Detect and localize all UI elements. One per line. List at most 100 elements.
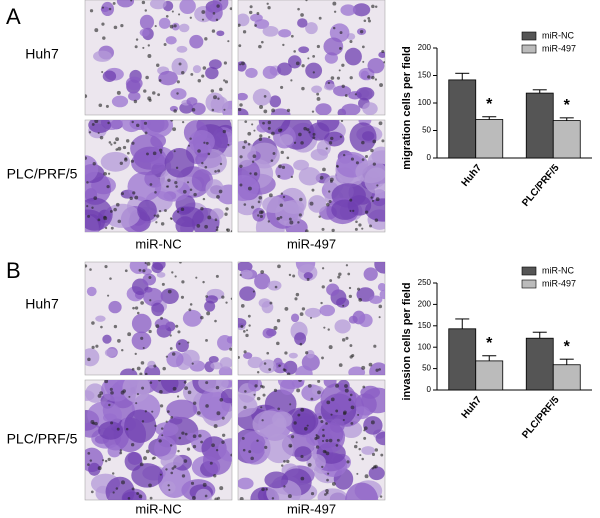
pore [297, 221, 300, 224]
pore [174, 181, 178, 185]
pore [210, 89, 215, 93]
pore [140, 301, 144, 305]
pore [358, 298, 363, 302]
pore [375, 368, 379, 372]
pore [214, 170, 217, 173]
pore [143, 121, 148, 125]
cells [85, 380, 232, 500]
cell [95, 315, 106, 322]
pore [91, 206, 94, 209]
pore [190, 72, 194, 76]
pore [267, 120, 272, 125]
pore [378, 316, 381, 319]
pore [371, 4, 375, 9]
pore [154, 424, 157, 428]
pore [370, 420, 375, 425]
pore [223, 108, 226, 111]
pore [247, 314, 251, 318]
pore [158, 148, 163, 152]
pore [259, 214, 263, 219]
pore [227, 143, 230, 146]
pore [87, 451, 91, 455]
pore [286, 459, 290, 464]
pore [202, 66, 207, 70]
pore [169, 24, 174, 29]
pore [148, 98, 152, 102]
pore [101, 22, 105, 26]
pore [306, 424, 309, 427]
pore [320, 420, 324, 424]
cell [160, 380, 187, 394]
pore [289, 445, 292, 448]
pore [359, 29, 364, 34]
pore [279, 215, 283, 219]
pore [325, 147, 328, 150]
cell [252, 410, 287, 438]
pore [325, 439, 329, 443]
pore [321, 356, 324, 360]
cell [85, 155, 99, 183]
pore [283, 368, 287, 372]
pore [181, 431, 185, 435]
pore [374, 78, 378, 81]
pore [113, 207, 117, 212]
pore [139, 372, 143, 375]
pore [372, 162, 376, 166]
pore [307, 462, 312, 467]
cell [340, 4, 356, 16]
pore [217, 169, 221, 173]
cell [364, 167, 385, 194]
pore [165, 355, 168, 358]
cell [264, 433, 294, 464]
pore [249, 5, 253, 9]
pore [175, 166, 179, 170]
pore [329, 179, 333, 183]
cell [278, 29, 292, 38]
cell [160, 454, 184, 469]
pore [238, 23, 241, 27]
pore [371, 199, 375, 202]
pore [158, 209, 162, 213]
pore [240, 304, 245, 308]
pore [107, 172, 111, 175]
x-tick-label: Huh7 [460, 394, 485, 421]
legend-label: miR-NC [542, 30, 574, 40]
pore [342, 304, 345, 307]
pore [138, 494, 143, 499]
pore [316, 44, 320, 49]
pore [106, 184, 110, 189]
pore [355, 441, 358, 444]
pore [198, 434, 202, 438]
cell [262, 65, 278, 79]
pore [159, 390, 163, 394]
pore [176, 80, 180, 84]
cell [348, 366, 366, 375]
pore [144, 131, 148, 135]
pore [177, 449, 180, 453]
pore [305, 229, 309, 232]
legend-swatch [521, 31, 537, 41]
cell [333, 85, 352, 97]
legend-label: miR-497 [542, 43, 576, 53]
pore [246, 329, 249, 332]
pore [316, 97, 321, 101]
pore [299, 342, 303, 346]
cell [358, 313, 373, 328]
cell [250, 13, 263, 22]
pore [321, 227, 325, 231]
pore [94, 421, 98, 426]
cell [298, 46, 310, 54]
pore [260, 40, 264, 44]
pore [294, 297, 298, 301]
pore [361, 140, 365, 145]
pore [160, 427, 164, 430]
pore [352, 209, 355, 213]
pore [87, 214, 91, 218]
pore [205, 338, 208, 342]
micrograph [84, 261, 233, 376]
cell [100, 151, 131, 172]
pore [380, 453, 384, 457]
pore [239, 496, 244, 500]
pore [113, 141, 117, 145]
cell [291, 408, 316, 436]
